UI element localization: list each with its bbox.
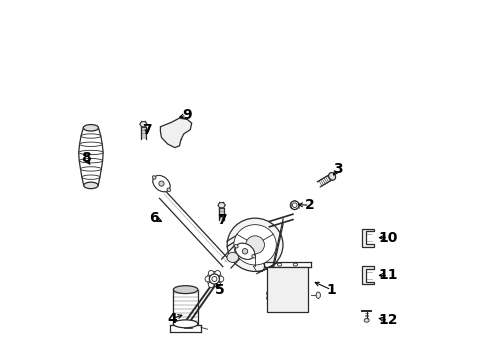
Ellipse shape xyxy=(212,276,217,282)
Ellipse shape xyxy=(79,158,102,163)
Ellipse shape xyxy=(152,176,156,179)
Ellipse shape xyxy=(83,125,98,131)
Ellipse shape xyxy=(234,225,276,265)
Text: 9: 9 xyxy=(182,108,192,122)
Text: 1: 1 xyxy=(326,283,336,297)
Ellipse shape xyxy=(140,122,147,127)
Ellipse shape xyxy=(153,176,170,192)
Ellipse shape xyxy=(227,218,283,271)
Ellipse shape xyxy=(293,203,297,207)
Text: 6: 6 xyxy=(149,211,159,225)
Ellipse shape xyxy=(219,203,225,208)
Ellipse shape xyxy=(364,319,369,322)
Ellipse shape xyxy=(329,172,336,180)
Polygon shape xyxy=(160,118,192,148)
Text: 4: 4 xyxy=(168,312,177,325)
Ellipse shape xyxy=(242,248,248,254)
Text: 10: 10 xyxy=(379,231,398,244)
Ellipse shape xyxy=(291,201,299,210)
Ellipse shape xyxy=(208,270,214,276)
Ellipse shape xyxy=(316,292,320,298)
Ellipse shape xyxy=(215,270,220,276)
Ellipse shape xyxy=(83,126,98,130)
Ellipse shape xyxy=(293,263,297,266)
Ellipse shape xyxy=(227,252,239,262)
Ellipse shape xyxy=(79,142,102,147)
Ellipse shape xyxy=(159,181,164,186)
FancyBboxPatch shape xyxy=(267,267,308,312)
Ellipse shape xyxy=(234,244,238,248)
Polygon shape xyxy=(363,266,374,284)
Ellipse shape xyxy=(215,282,220,288)
Text: 3: 3 xyxy=(333,162,343,176)
Ellipse shape xyxy=(153,176,170,192)
Ellipse shape xyxy=(80,167,101,171)
Ellipse shape xyxy=(167,188,171,192)
Text: 8: 8 xyxy=(81,152,91,165)
Ellipse shape xyxy=(84,183,98,188)
Text: 7: 7 xyxy=(142,123,152,136)
Ellipse shape xyxy=(277,263,282,266)
Ellipse shape xyxy=(236,243,254,259)
Text: 2: 2 xyxy=(305,198,315,212)
Ellipse shape xyxy=(82,175,100,179)
Ellipse shape xyxy=(173,286,198,294)
Ellipse shape xyxy=(252,255,256,258)
Ellipse shape xyxy=(208,282,214,288)
Ellipse shape xyxy=(236,243,254,259)
Ellipse shape xyxy=(81,134,101,138)
Ellipse shape xyxy=(173,320,198,328)
Ellipse shape xyxy=(205,276,211,282)
Ellipse shape xyxy=(209,274,220,284)
Text: 11: 11 xyxy=(379,269,398,282)
Ellipse shape xyxy=(84,182,98,189)
Text: 12: 12 xyxy=(379,314,398,327)
Text: 7: 7 xyxy=(217,213,226,226)
Ellipse shape xyxy=(218,276,224,282)
Ellipse shape xyxy=(79,150,103,155)
Ellipse shape xyxy=(245,236,265,254)
Polygon shape xyxy=(363,229,374,247)
Text: 5: 5 xyxy=(215,283,225,297)
